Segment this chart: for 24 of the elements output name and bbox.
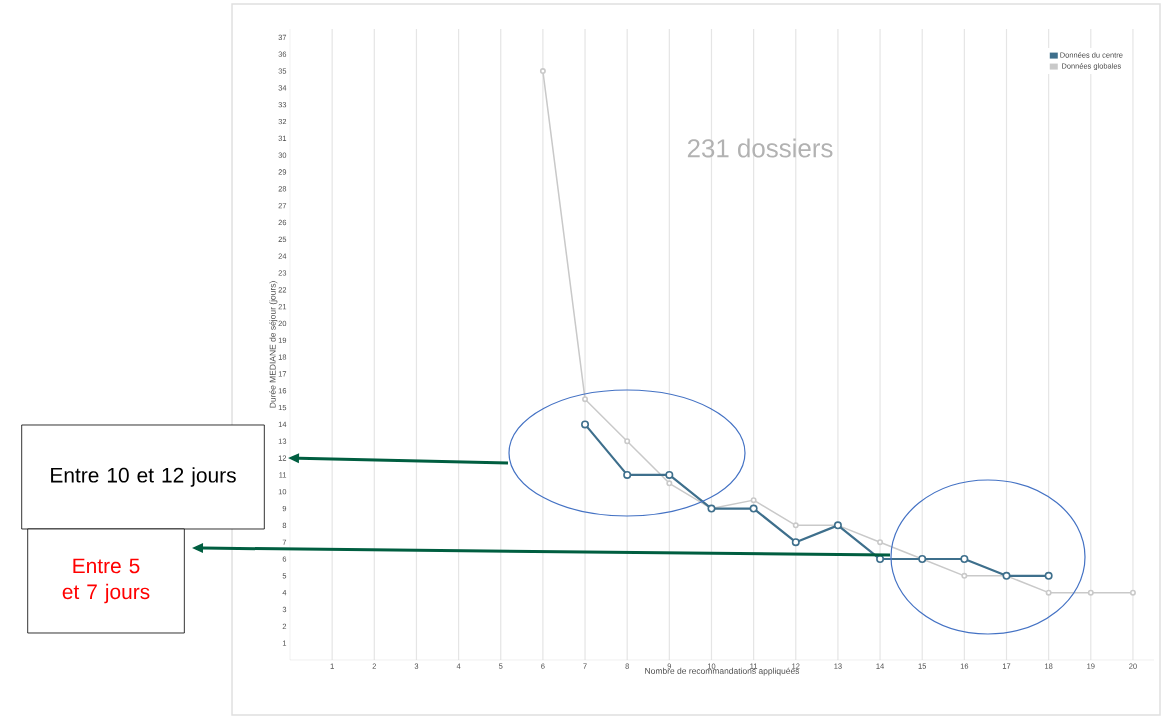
point [791, 538, 800, 547]
annotation: 231 dossiers [687, 138, 833, 158]
point [749, 504, 758, 513]
point [582, 396, 589, 403]
point [1087, 589, 1094, 596]
text: Entre 5 et 7 jours [62, 558, 150, 604]
text: Entre 10 et 12 jours [51, 467, 236, 487]
point [665, 470, 674, 479]
x-axis-title: Nombre de recommandations appliquées [645, 667, 800, 676]
point [792, 522, 799, 529]
point [581, 420, 590, 429]
point [666, 480, 673, 487]
point [960, 555, 969, 564]
point [961, 572, 968, 579]
point [876, 555, 885, 564]
y-axis-title: Durée MEDIANE de séjour (jours) [269, 281, 278, 408]
point [1129, 589, 1136, 596]
point [1045, 589, 1052, 596]
point [750, 497, 757, 504]
point [539, 68, 546, 75]
point [624, 438, 631, 445]
point [1044, 571, 1053, 580]
point [623, 470, 632, 479]
point [877, 539, 884, 546]
